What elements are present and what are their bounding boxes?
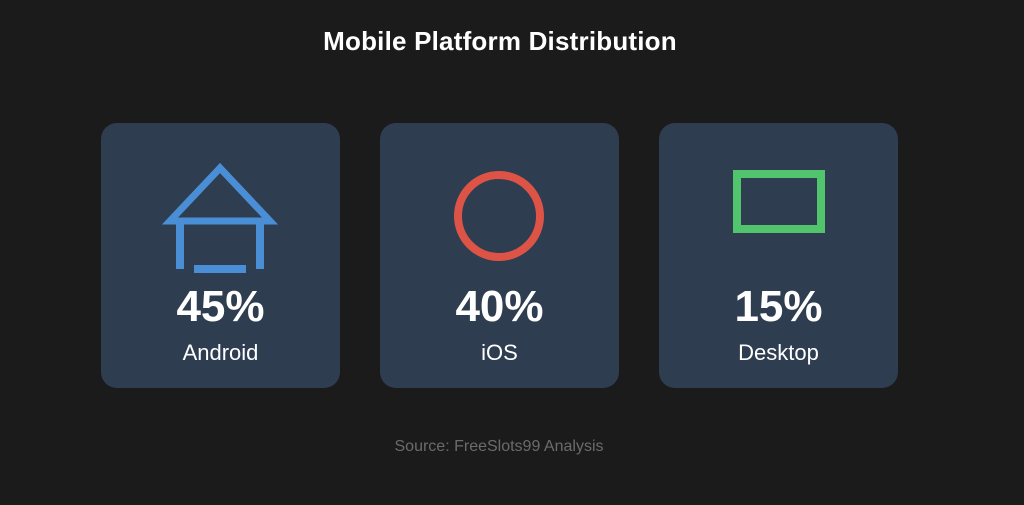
platform-card-android: 45% Android <box>101 123 340 388</box>
category-label-ios: iOS <box>481 340 518 365</box>
value-label-android: 45% <box>176 282 265 331</box>
category-label-android: Android <box>182 340 259 365</box>
platform-card-ios: 40% iOS <box>380 123 619 388</box>
value-label-desktop: 15% <box>734 282 823 331</box>
source-note: Source: FreeSlots99 Analysis <box>394 438 604 455</box>
circle-icon <box>454 171 544 261</box>
value-label-ios: 40% <box>455 282 544 331</box>
house-icon <box>161 162 279 273</box>
platform-card-desktop: 15% Desktop <box>659 123 898 388</box>
rectangle-icon <box>733 170 825 233</box>
chart-title: Mobile Platform Distribution <box>323 26 677 56</box>
platform-cards: 45% Android 40% iOS 15% Desktop <box>101 123 898 388</box>
category-label-desktop: Desktop <box>738 340 819 365</box>
